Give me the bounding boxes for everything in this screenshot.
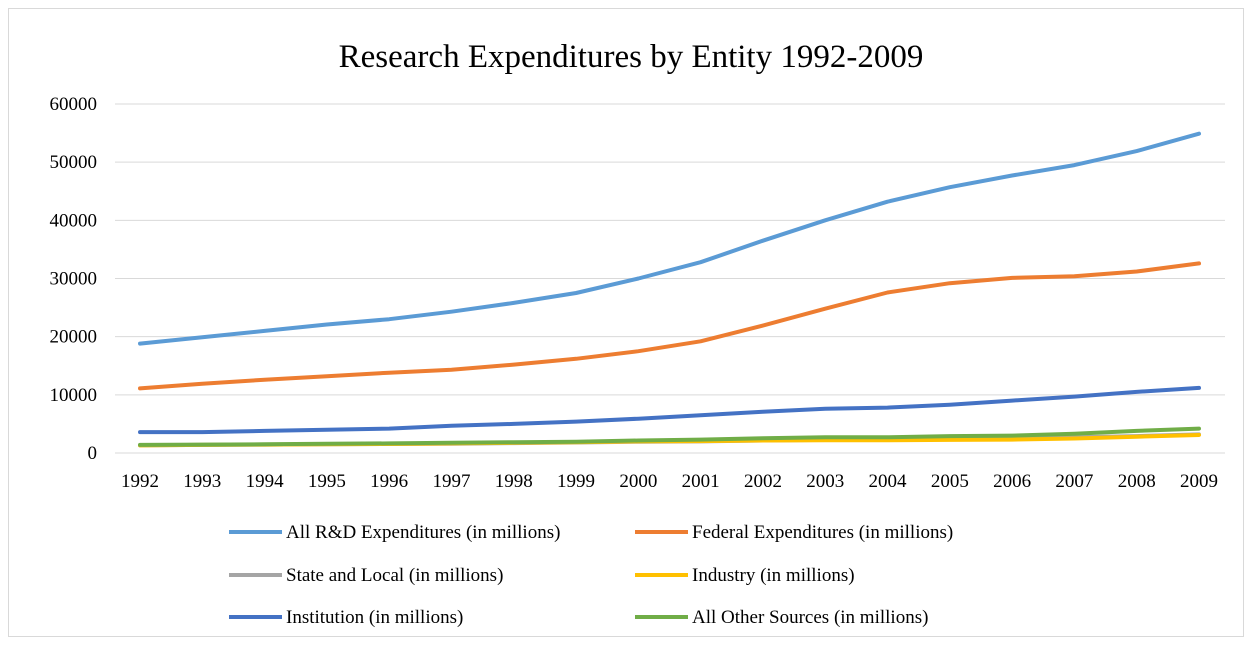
x-tick-label: 2006 bbox=[993, 471, 1031, 492]
series-line bbox=[138, 261, 1201, 391]
y-tick-label: 30000 bbox=[50, 269, 98, 290]
legend-label: Industry (in millions) bbox=[692, 565, 855, 586]
legend-label: Institution (in millions) bbox=[286, 607, 463, 628]
x-tick-label: 1999 bbox=[557, 471, 595, 492]
x-tick-label: 1993 bbox=[183, 471, 221, 492]
chart-area bbox=[8, 8, 1244, 637]
x-tick-label: 2008 bbox=[1118, 471, 1156, 492]
legend-label: All Other Sources (in millions) bbox=[692, 607, 928, 628]
x-tick-label: 2004 bbox=[869, 471, 908, 492]
y-tick-label: 40000 bbox=[50, 210, 98, 231]
x-tick-label: 2009 bbox=[1180, 471, 1218, 492]
y-tick-label: 20000 bbox=[50, 327, 98, 348]
series-line bbox=[138, 131, 1201, 346]
x-tick-label: 2002 bbox=[744, 471, 782, 492]
legend-label: All R&D Expenditures (in millions) bbox=[286, 522, 560, 543]
x-tick-label: 1997 bbox=[432, 471, 470, 492]
series-line bbox=[138, 385, 1201, 435]
x-tick-label: 1998 bbox=[495, 471, 533, 492]
x-tick-label: 1996 bbox=[370, 471, 408, 492]
y-axis-ticks: 0 10000 20000 30000 40000 50000 60000 bbox=[50, 94, 98, 464]
x-tick-label: 2005 bbox=[931, 471, 969, 492]
x-tick-label: 1995 bbox=[308, 471, 346, 492]
x-tick-label: 2007 bbox=[1055, 471, 1093, 492]
legend-label: State and Local (in millions) bbox=[286, 565, 503, 586]
series-lines bbox=[138, 131, 1201, 448]
x-tick-label: 1992 bbox=[121, 471, 159, 492]
x-axis-ticks: 1992 1993 1994 1995 1996 1997 1998 1999 2000 2001… bbox=[121, 471, 1218, 492]
chart-title: Research Expenditures by Entity 1992-200… bbox=[339, 39, 924, 75]
grid-lines bbox=[115, 103, 1225, 454]
y-tick-label: 10000 bbox=[50, 385, 98, 406]
series-line bbox=[138, 426, 1201, 447]
y-tick-label: 60000 bbox=[50, 94, 98, 115]
legend-label: Federal Expenditures (in millions) bbox=[692, 522, 953, 543]
x-tick-label: 2000 bbox=[619, 471, 657, 492]
y-tick-label: 50000 bbox=[50, 152, 98, 173]
y-tick-label: 0 bbox=[88, 443, 98, 464]
x-tick-label: 2003 bbox=[806, 471, 844, 492]
legend: All R&D Expenditures (in millions) Federa… bbox=[229, 522, 953, 628]
x-tick-label: 1994 bbox=[246, 471, 285, 492]
x-tick-label: 2001 bbox=[682, 471, 720, 492]
